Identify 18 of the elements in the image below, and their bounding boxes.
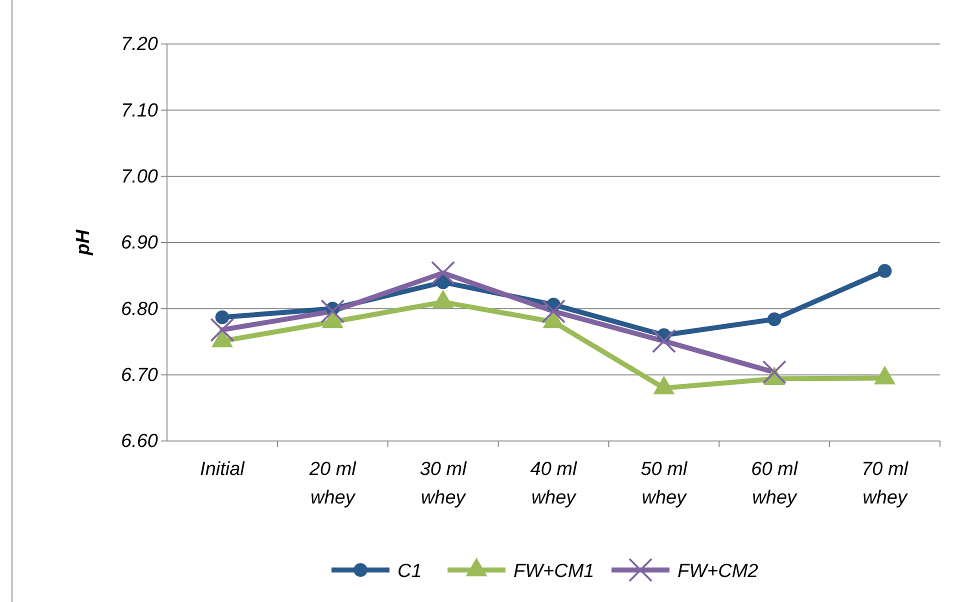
y-tick-label: 7.10 <box>121 100 158 122</box>
y-tick-label: 6.80 <box>121 298 158 320</box>
y-tick-label: 6.70 <box>121 364 158 386</box>
y-tick-label: 6.90 <box>121 232 158 254</box>
x-tick-label: Initial <box>200 459 246 480</box>
x-tick-label: 70 ml whey <box>862 459 909 508</box>
legend-label: FW+CM1 <box>514 561 594 582</box>
x-tick-label: 60 ml whey <box>751 459 798 508</box>
y-axis-title: pH <box>73 228 94 256</box>
x-tick-label: 50 ml whey <box>640 459 688 508</box>
y-tick-label: 7.00 <box>121 166 158 188</box>
y-tick-label: 7.20 <box>121 34 158 56</box>
legend-label: C1 <box>398 561 422 582</box>
x-tick-label: 20 ml whey <box>308 459 357 508</box>
legend-label: FW+CM2 <box>678 561 759 582</box>
y-tick-label: 6.60 <box>121 431 158 452</box>
x-tick-label: 40 ml whey <box>530 459 578 508</box>
x-tick-label: 30 ml whey <box>420 459 468 508</box>
